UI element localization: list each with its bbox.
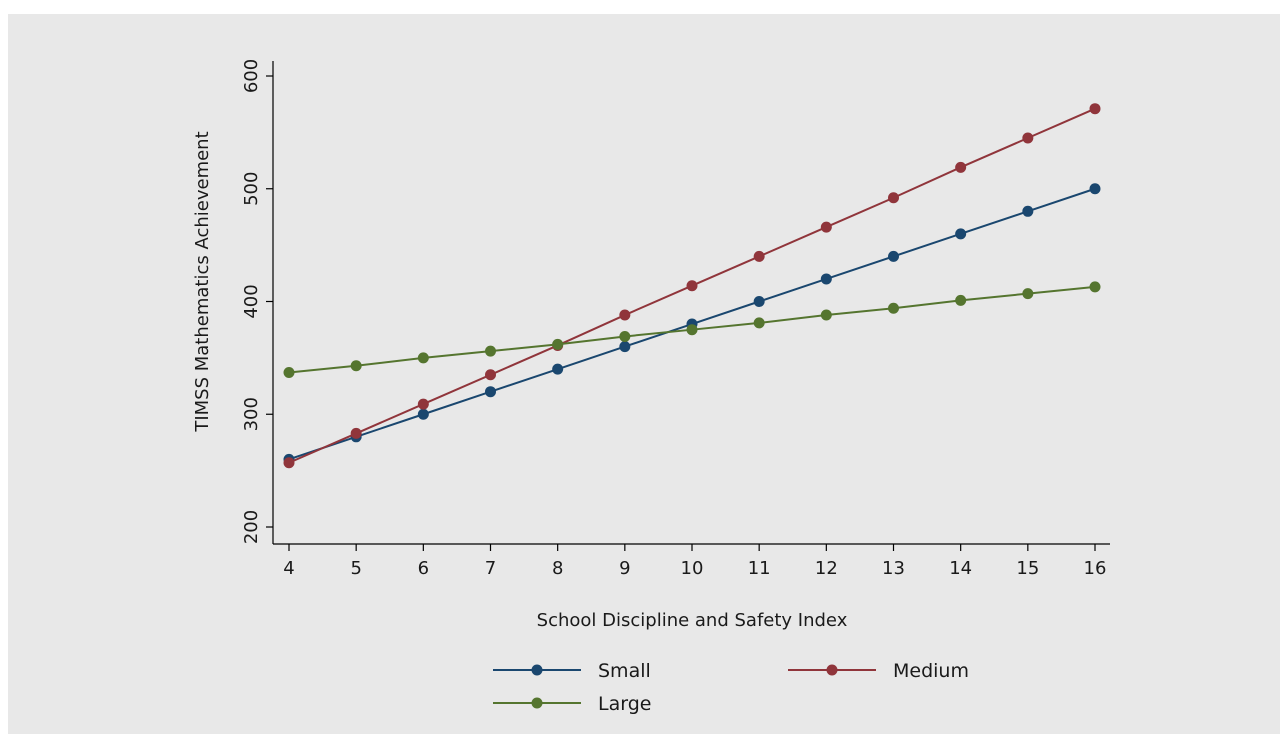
x-tick-label: 6 <box>418 558 429 579</box>
data-point-large <box>350 360 362 372</box>
data-point-small <box>888 250 899 262</box>
data-point-medium <box>417 398 429 410</box>
line-chart: 4 5 6 7 8 9 10 11 12 13 14 15 16 200 300 400 500 600 Scho… <box>192 59 1110 715</box>
x-tick-label: 10 <box>681 558 704 579</box>
data-point-medium <box>1022 132 1034 144</box>
data-point-small <box>820 273 832 285</box>
data-point-medium <box>820 221 832 233</box>
legend-item-medium: Medium <box>788 660 969 682</box>
y-tick-label: 200 <box>241 510 262 544</box>
legend-item-large: Large <box>493 693 651 715</box>
data-point-large <box>619 330 631 342</box>
x-tick-label: 8 <box>552 558 563 579</box>
series-medium <box>283 103 1101 469</box>
x-axis-title: School Discipline and Safety Index <box>537 610 848 631</box>
legend-label-small: Small <box>598 660 651 682</box>
y-axis-title: TIMSS Mathematics Achievement <box>192 131 213 432</box>
data-point-large <box>485 345 496 357</box>
data-point-small <box>485 386 496 398</box>
legend-label-large: Large <box>598 693 651 715</box>
x-tick-label: 16 <box>1084 558 1107 579</box>
data-point-large <box>820 309 832 321</box>
data-point-large <box>955 294 967 306</box>
data-point-medium <box>619 309 631 321</box>
data-point-large <box>283 367 295 379</box>
data-point-medium <box>686 280 698 292</box>
data-point-large <box>552 338 564 350</box>
data-point-large <box>417 352 429 364</box>
legend-item-small: Small <box>493 660 651 682</box>
legend-swatch-marker <box>826 664 838 676</box>
x-tick-label: 7 <box>485 558 496 579</box>
y-tick-label: 400 <box>241 284 262 318</box>
data-point-large <box>1022 288 1034 300</box>
x-tick-label: 14 <box>949 558 972 579</box>
y-tick-label: 600 <box>241 59 262 93</box>
data-point-large <box>686 324 698 336</box>
series-small <box>283 183 1101 465</box>
legend-label-medium: Medium <box>893 660 969 682</box>
axes: 4 5 6 7 8 9 10 11 12 13 14 15 16 200 300 400 500 600 <box>241 59 1110 579</box>
data-point-small <box>1022 205 1034 217</box>
x-tick-label: 9 <box>619 558 630 579</box>
x-tick-label: 15 <box>1016 558 1039 579</box>
y-tick-label: 500 <box>241 172 262 206</box>
data-point-large <box>753 317 765 329</box>
data-point-medium <box>955 161 967 173</box>
x-tick-label: 11 <box>748 558 771 579</box>
x-tick-label: 4 <box>283 558 294 579</box>
legend-swatch-marker <box>531 664 543 676</box>
data-point-medium <box>1089 103 1101 115</box>
series-large <box>283 281 1101 379</box>
data-point-medium <box>888 192 899 204</box>
x-tick-label: 5 <box>350 558 361 579</box>
chart-figure: 4 5 6 7 8 9 10 11 12 13 14 15 16 200 300 400 500 600 Scho… <box>8 14 1280 734</box>
data-point-large <box>888 302 899 314</box>
data-point-large <box>1089 281 1101 293</box>
data-point-medium <box>350 427 362 439</box>
data-point-small <box>1089 183 1101 195</box>
legend-swatch-marker <box>531 697 543 709</box>
x-tick-label: 12 <box>815 558 838 579</box>
data-point-medium <box>485 369 496 381</box>
data-point-small <box>417 408 429 420</box>
series-layer <box>283 103 1101 469</box>
data-point-small <box>753 296 765 307</box>
x-tick-label: 13 <box>882 558 905 579</box>
legend: Small Medium Large <box>493 660 969 715</box>
data-point-medium <box>753 250 765 262</box>
data-point-medium <box>283 457 295 469</box>
y-tick-label: 300 <box>241 397 262 431</box>
data-point-small <box>619 341 631 353</box>
data-point-small <box>552 363 564 375</box>
data-point-small <box>955 228 967 240</box>
